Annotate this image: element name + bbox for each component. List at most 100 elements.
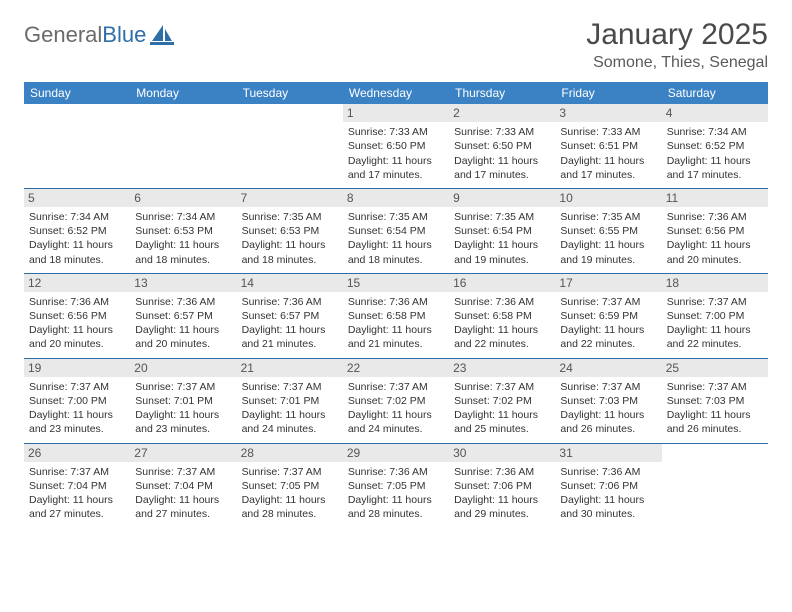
sunset-line: Sunset: 7:02 PM [348, 394, 444, 408]
daylight-line: Daylight: 11 hours and 27 minutes. [29, 493, 125, 521]
sunrise-line: Sunrise: 7:33 AM [560, 125, 656, 139]
sunrise-line: Sunrise: 7:34 AM [135, 210, 231, 224]
sunset-line: Sunset: 6:50 PM [454, 139, 550, 153]
daylight-line: Daylight: 11 hours and 18 minutes. [242, 238, 338, 266]
sunset-line: Sunset: 7:01 PM [135, 394, 231, 408]
calendar-table: SundayMondayTuesdayWednesdayThursdayFrid… [24, 82, 768, 527]
day-number: 24 [555, 359, 661, 377]
sunset-line: Sunset: 7:02 PM [454, 394, 550, 408]
daylight-line: Daylight: 11 hours and 21 minutes. [242, 323, 338, 351]
day-number: 11 [662, 189, 768, 207]
calendar-day: 13Sunrise: 7:36 AMSunset: 6:57 PMDayligh… [130, 273, 236, 358]
sunset-line: Sunset: 6:55 PM [560, 224, 656, 238]
weekday-header: Tuesday [237, 82, 343, 104]
sunset-line: Sunset: 7:05 PM [242, 479, 338, 493]
sunrise-line: Sunrise: 7:36 AM [135, 295, 231, 309]
calendar-day: 3Sunrise: 7:33 AMSunset: 6:51 PMDaylight… [555, 104, 661, 188]
daylight-line: Daylight: 11 hours and 17 minutes. [348, 154, 444, 182]
day-number: 31 [555, 444, 661, 462]
daylight-line: Daylight: 11 hours and 19 minutes. [560, 238, 656, 266]
calendar-day: 18Sunrise: 7:37 AMSunset: 7:00 PMDayligh… [662, 273, 768, 358]
day-number: 26 [24, 444, 130, 462]
calendar-day: 7 Sunrise: 7:35 AMSunset: 6:53 PMDaylight… [237, 188, 343, 273]
day-number: 30 [449, 444, 555, 462]
calendar-day: 31Sunrise: 7:36 AMSunset: 7:06 PMDayligh… [555, 443, 661, 527]
calendar-week: 26Sunrise: 7:37 AMSunset: 7:04 PMDayligh… [24, 443, 768, 527]
daylight-line: Daylight: 11 hours and 20 minutes. [29, 323, 125, 351]
sunrise-line: Sunrise: 7:37 AM [242, 465, 338, 479]
sunset-line: Sunset: 6:53 PM [242, 224, 338, 238]
calendar-day: 4Sunrise: 7:34 AMSunset: 6:52 PMDaylight… [662, 104, 768, 188]
day-number: 25 [662, 359, 768, 377]
location-subtitle: Somone, Thies, Senegal [586, 54, 768, 72]
daylight-line: Daylight: 11 hours and 20 minutes. [667, 238, 763, 266]
sunrise-line: Sunrise: 7:36 AM [667, 210, 763, 224]
day-number: 21 [237, 359, 343, 377]
sunrise-line: Sunrise: 7:36 AM [560, 465, 656, 479]
sunset-line: Sunset: 6:52 PM [667, 139, 763, 153]
day-number: 8 [343, 189, 449, 207]
calendar-head: SundayMondayTuesdayWednesdayThursdayFrid… [24, 82, 768, 104]
calendar-week: 12Sunrise: 7:36 AMSunset: 6:56 PMDayligh… [24, 273, 768, 358]
daylight-line: Daylight: 11 hours and 18 minutes. [29, 238, 125, 266]
calendar-day: 22Sunrise: 7:37 AMSunset: 7:02 PMDayligh… [343, 358, 449, 443]
sunset-line: Sunset: 7:04 PM [135, 479, 231, 493]
daylight-line: Daylight: 11 hours and 21 minutes. [348, 323, 444, 351]
calendar-day: 5Sunrise: 7:34 AMSunset: 6:52 PMDaylight… [24, 188, 130, 273]
day-number: 18 [662, 274, 768, 292]
calendar-day: 10Sunrise: 7:35 AMSunset: 6:55 PMDayligh… [555, 188, 661, 273]
sunrise-line: Sunrise: 7:35 AM [454, 210, 550, 224]
sunrise-line: Sunrise: 7:33 AM [348, 125, 444, 139]
sunset-line: Sunset: 6:58 PM [454, 309, 550, 323]
daylight-line: Daylight: 11 hours and 18 minutes. [348, 238, 444, 266]
sunset-line: Sunset: 6:51 PM [560, 139, 656, 153]
daylight-line: Daylight: 11 hours and 24 minutes. [348, 408, 444, 436]
sunset-line: Sunset: 7:06 PM [454, 479, 550, 493]
calendar-week: 19Sunrise: 7:37 AMSunset: 7:00 PMDayligh… [24, 358, 768, 443]
day-number: 27 [130, 444, 236, 462]
day-number: 20 [130, 359, 236, 377]
calendar-day: 21Sunrise: 7:37 AMSunset: 7:01 PMDayligh… [237, 358, 343, 443]
calendar-day: 12Sunrise: 7:36 AMSunset: 6:56 PMDayligh… [24, 273, 130, 358]
sunrise-line: Sunrise: 7:36 AM [29, 295, 125, 309]
calendar-day: 8Sunrise: 7:35 AMSunset: 6:54 PMDaylight… [343, 188, 449, 273]
day-number: 14 [237, 274, 343, 292]
sunset-line: Sunset: 7:01 PM [242, 394, 338, 408]
day-number: 16 [449, 274, 555, 292]
sunset-line: Sunset: 6:54 PM [348, 224, 444, 238]
page-title: January 2025 [586, 18, 768, 52]
daylight-line: Daylight: 11 hours and 22 minutes. [560, 323, 656, 351]
sunrise-line: Sunrise: 7:37 AM [135, 380, 231, 394]
sunset-line: Sunset: 7:06 PM [560, 479, 656, 493]
daylight-line: Daylight: 11 hours and 20 minutes. [135, 323, 231, 351]
sunset-line: Sunset: 6:53 PM [135, 224, 231, 238]
daylight-line: Daylight: 11 hours and 17 minutes. [667, 154, 763, 182]
daylight-line: Daylight: 11 hours and 28 minutes. [348, 493, 444, 521]
calendar-day [662, 443, 768, 527]
sunrise-line: Sunrise: 7:35 AM [242, 210, 338, 224]
daylight-line: Daylight: 11 hours and 27 minutes. [135, 493, 231, 521]
day-number: 1 [343, 104, 449, 122]
day-number: 7 [237, 189, 343, 207]
sunrise-line: Sunrise: 7:37 AM [135, 465, 231, 479]
sunrise-line: Sunrise: 7:37 AM [29, 465, 125, 479]
day-number: 19 [24, 359, 130, 377]
daylight-line: Daylight: 11 hours and 28 minutes. [242, 493, 338, 521]
calendar-body: 1Sunrise: 7:33 AMSunset: 6:50 PMDaylight… [24, 104, 768, 527]
sunrise-line: Sunrise: 7:36 AM [348, 465, 444, 479]
day-number: 23 [449, 359, 555, 377]
sunset-line: Sunset: 6:57 PM [135, 309, 231, 323]
calendar-day: 6Sunrise: 7:34 AMSunset: 6:53 PMDaylight… [130, 188, 236, 273]
sunrise-line: Sunrise: 7:37 AM [667, 380, 763, 394]
sunrise-line: Sunrise: 7:33 AM [454, 125, 550, 139]
sunrise-line: Sunrise: 7:34 AM [29, 210, 125, 224]
calendar-day: 23Sunrise: 7:37 AMSunset: 7:02 PMDayligh… [449, 358, 555, 443]
weekday-header: Saturday [662, 82, 768, 104]
daylight-line: Daylight: 11 hours and 17 minutes. [454, 154, 550, 182]
sunset-line: Sunset: 6:54 PM [454, 224, 550, 238]
day-number: 6 [130, 189, 236, 207]
weekday-header: Monday [130, 82, 236, 104]
sunset-line: Sunset: 7:00 PM [667, 309, 763, 323]
calendar-day: 24Sunrise: 7:37 AMSunset: 7:03 PMDayligh… [555, 358, 661, 443]
sunrise-line: Sunrise: 7:37 AM [667, 295, 763, 309]
